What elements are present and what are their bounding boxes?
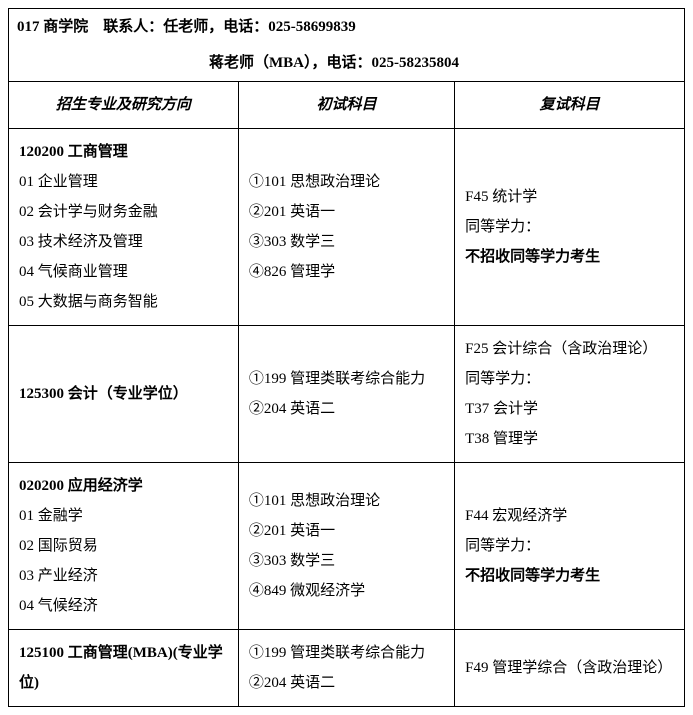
major-code: 125300 会计（专业学位） <box>19 379 228 409</box>
table-header-row: 招生专业及研究方向 初试科目 复试科目 <box>9 82 685 129</box>
prelim-subject: ②201 英语一 <box>249 516 444 546</box>
col-header-retest: 复试科目 <box>455 82 685 129</box>
cell-retest: F44 宏观经济学同等学力：不招收同等学力考生 <box>455 463 685 630</box>
major-code: 125100 工商管理(MBA)(专业学位) <box>19 638 228 698</box>
prelim-subject: ①199 管理类联考综合能力 <box>249 364 444 394</box>
direction-item: 03 产业经济 <box>19 561 228 591</box>
direction-item: 02 国际贸易 <box>19 531 228 561</box>
prelim-subject: ②204 英语二 <box>249 668 444 698</box>
cell-retest: F25 会计综合（含政治理论）同等学力：T37 会计学T38 管理学 <box>455 326 685 463</box>
retest-subject: 不招收同等学力考生 <box>465 561 674 591</box>
prelim-subject: ③303 数学三 <box>249 546 444 576</box>
cell-prelim: ①101 思想政治理论②201 英语一③303 数学三④849 微观经济学 <box>238 463 454 630</box>
cell-major: 125300 会计（专业学位） <box>9 326 239 463</box>
direction-item: 04 气候经济 <box>19 591 228 621</box>
prelim-subject: ④849 微观经济学 <box>249 576 444 606</box>
direction-item: 03 技术经济及管理 <box>19 227 228 257</box>
header-contact-line-2: 蒋老师（MBA），电话：025-58235804 <box>9 45 684 81</box>
retest-subject: 同等学力： <box>465 364 674 394</box>
retest-subject: F45 统计学 <box>465 182 674 212</box>
retest-subject: F44 宏观经济学 <box>465 501 674 531</box>
retest-subject: 同等学力： <box>465 531 674 561</box>
prelim-subject: ②201 英语一 <box>249 197 444 227</box>
retest-subject: F25 会计综合（含政治理论） <box>465 334 674 364</box>
major-code: 120200 工商管理 <box>19 137 228 167</box>
prelim-subject: ①199 管理类联考综合能力 <box>249 638 444 668</box>
direction-item: 04 气候商业管理 <box>19 257 228 287</box>
retest-subject: 同等学力： <box>465 212 674 242</box>
prelim-subject: ③303 数学三 <box>249 227 444 257</box>
table-row: 125100 工商管理(MBA)(专业学位)①199 管理类联考综合能力②204… <box>9 630 685 707</box>
prelim-subject: ①101 思想政治理论 <box>249 167 444 197</box>
cell-major: 125100 工商管理(MBA)(专业学位) <box>9 630 239 707</box>
table-row: 120200 工商管理01 企业管理02 会计学与财务金融03 技术经济及管理0… <box>9 129 685 326</box>
col-header-major: 招生专业及研究方向 <box>9 82 239 129</box>
cell-major: 120200 工商管理01 企业管理02 会计学与财务金融03 技术经济及管理0… <box>9 129 239 326</box>
table-row: 020200 应用经济学01 金融学02 国际贸易03 产业经济04 气候经济①… <box>9 463 685 630</box>
department-header: 017 商学院 联系人：任老师，电话：025-58699839 蒋老师（MBA）… <box>8 8 685 81</box>
cell-prelim: ①199 管理类联考综合能力②204 英语二 <box>238 630 454 707</box>
admissions-table: 招生专业及研究方向 初试科目 复试科目 120200 工商管理01 企业管理02… <box>8 81 685 707</box>
major-code: 020200 应用经济学 <box>19 471 228 501</box>
retest-subject: T38 管理学 <box>465 424 674 454</box>
direction-item: 01 金融学 <box>19 501 228 531</box>
prelim-subject: ④826 管理学 <box>249 257 444 287</box>
direction-item: 02 会计学与财务金融 <box>19 197 228 227</box>
cell-retest: F45 统计学同等学力：不招收同等学力考生 <box>455 129 685 326</box>
cell-major: 020200 应用经济学01 金融学02 国际贸易03 产业经济04 气候经济 <box>9 463 239 630</box>
retest-subject: 不招收同等学力考生 <box>465 242 674 272</box>
retest-subject: F49 管理学综合（含政治理论） <box>465 653 674 683</box>
cell-prelim: ①101 思想政治理论②201 英语一③303 数学三④826 管理学 <box>238 129 454 326</box>
header-contact-line-1: 017 商学院 联系人：任老师，电话：025-58699839 <box>9 9 684 45</box>
cell-retest: F49 管理学综合（含政治理论） <box>455 630 685 707</box>
prelim-subject: ①101 思想政治理论 <box>249 486 444 516</box>
direction-item: 01 企业管理 <box>19 167 228 197</box>
col-header-prelim: 初试科目 <box>238 82 454 129</box>
cell-prelim: ①199 管理类联考综合能力②204 英语二 <box>238 326 454 463</box>
prelim-subject: ②204 英语二 <box>249 394 444 424</box>
retest-subject: T37 会计学 <box>465 394 674 424</box>
table-row: 125300 会计（专业学位）①199 管理类联考综合能力②204 英语二F25… <box>9 326 685 463</box>
direction-item: 05 大数据与商务智能 <box>19 287 228 317</box>
